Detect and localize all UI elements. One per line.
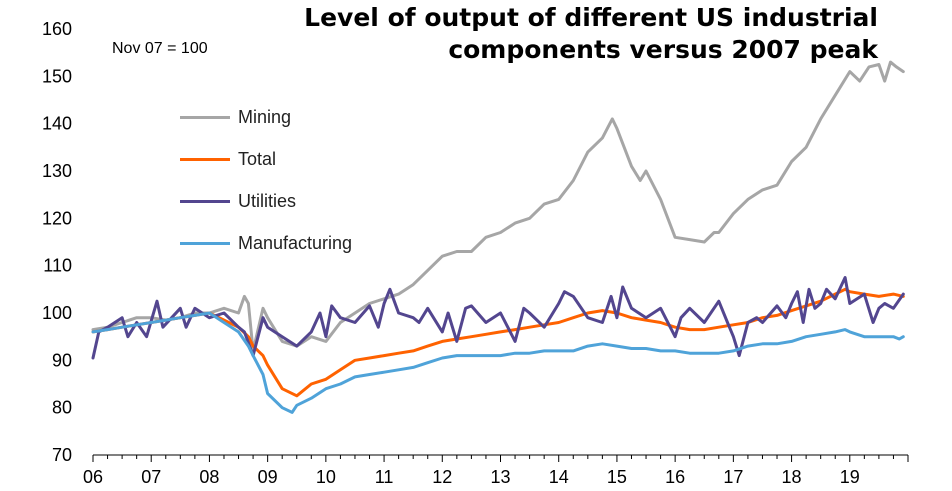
y-tick-label: 160 <box>42 19 72 39</box>
y-tick-label: 110 <box>43 256 72 276</box>
chart-series <box>91 60 905 414</box>
x-tick-label: 16 <box>665 467 685 487</box>
chart-subtitle: Nov 07 = 100 <box>112 40 208 57</box>
x-tick-label: 09 <box>258 467 278 487</box>
legend-swatch <box>180 199 230 203</box>
x-tick-label: 11 <box>375 467 394 487</box>
y-tick-label: 140 <box>42 114 72 134</box>
x-tick-label: 19 <box>840 467 860 487</box>
x-tick-label: 06 <box>83 467 103 487</box>
legend-item-mining: Mining <box>180 96 352 138</box>
y-tick-label: 120 <box>42 208 72 228</box>
chart-legend: Mining Total Utilities Manufacturing <box>180 96 352 264</box>
legend-label: Total <box>238 148 277 169</box>
x-tick-label: 08 <box>199 467 219 487</box>
x-tick-label: 10 <box>316 467 336 487</box>
x-tick-label: 07 <box>141 467 161 487</box>
y-tick-label: 70 <box>52 445 72 465</box>
legend-label: Manufacturing <box>238 232 353 253</box>
legend-label: Mining <box>238 106 292 127</box>
y-tick-label: 150 <box>42 66 72 86</box>
legend-item-utilities: Utilities <box>180 180 352 222</box>
x-tick-label: 12 <box>432 467 452 487</box>
legend-label: Utilities <box>238 190 297 211</box>
series-line-utilities <box>91 276 905 360</box>
series-line-mining <box>91 60 905 353</box>
legend-item-manufacturing: Manufacturing <box>180 222 352 264</box>
x-tick-label: 18 <box>782 467 802 487</box>
y-tick-label: 100 <box>42 303 72 323</box>
series-line-manufacturing <box>91 311 905 414</box>
chart-title-line-1: Level of output of different US industri… <box>304 3 878 32</box>
x-tick-label: 14 <box>549 467 569 487</box>
legend-swatch <box>180 241 230 245</box>
y-tick-label: 80 <box>52 398 72 418</box>
x-tick-label: 13 <box>490 467 510 487</box>
chart-axes: 70 80 90 100 110 120 130 140 150 160 06 07 08 09 10 11 1… <box>42 19 909 487</box>
x-tick-label: 17 <box>723 467 743 487</box>
chart-title-line-2: components versus 2007 peak <box>448 35 878 64</box>
y-tick-label: 130 <box>42 161 72 181</box>
chart-title: Level of output of different US industri… <box>304 2 878 66</box>
legend-swatch <box>180 157 230 161</box>
legend-swatch <box>180 115 230 119</box>
x-tick-label: 15 <box>607 467 627 487</box>
y-tick-label: 90 <box>52 350 72 370</box>
legend-item-total: Total <box>180 138 352 180</box>
